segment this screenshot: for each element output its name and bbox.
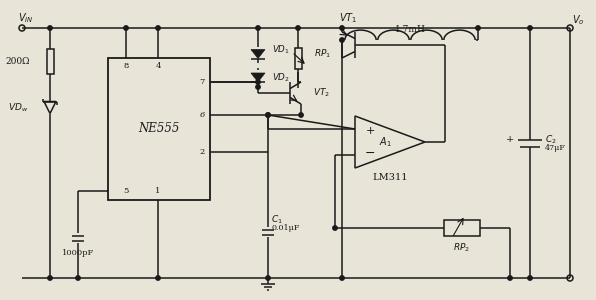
Bar (444, 220, 480, 236)
Text: $VT_2$: $VT_2$ (313, 87, 330, 99)
Circle shape (124, 26, 128, 30)
Circle shape (256, 85, 260, 89)
Circle shape (296, 26, 300, 30)
Bar (108, 58, 210, 200)
Circle shape (256, 26, 260, 30)
Circle shape (508, 276, 512, 280)
Text: 5: 5 (123, 187, 129, 195)
Text: +: + (366, 126, 375, 136)
Circle shape (266, 276, 270, 280)
Circle shape (48, 26, 52, 30)
Circle shape (156, 26, 160, 30)
Text: $VT_1$: $VT_1$ (339, 11, 358, 25)
Circle shape (340, 26, 344, 30)
Text: 6: 6 (199, 111, 204, 119)
Circle shape (340, 276, 344, 280)
Text: +: + (506, 136, 514, 145)
Circle shape (340, 38, 344, 42)
Text: $RP_1$: $RP_1$ (314, 48, 331, 60)
Text: 2: 2 (200, 148, 204, 156)
Text: $RP_2$: $RP_2$ (454, 242, 471, 254)
Text: 1: 1 (156, 187, 161, 195)
Circle shape (528, 276, 532, 280)
Circle shape (48, 276, 52, 280)
Circle shape (256, 80, 260, 84)
Text: −: − (365, 147, 375, 160)
Text: 4: 4 (155, 62, 161, 70)
Text: $VD_w$: $VD_w$ (8, 101, 28, 114)
Circle shape (266, 113, 270, 117)
Text: $VD_2$: $VD_2$ (272, 71, 290, 84)
Circle shape (333, 226, 337, 230)
Circle shape (156, 276, 160, 280)
Text: 1.7mH: 1.7mH (395, 26, 426, 34)
Bar (46, 49, 54, 74)
Text: $A_1$: $A_1$ (378, 135, 392, 149)
Circle shape (476, 26, 480, 30)
Text: $VD_1$: $VD_1$ (272, 44, 290, 56)
Text: $V_o$: $V_o$ (572, 13, 585, 27)
Text: 8: 8 (123, 62, 129, 70)
Text: 7: 7 (199, 78, 204, 86)
Circle shape (76, 276, 80, 280)
Circle shape (266, 113, 270, 117)
Text: 0.01μF: 0.01μF (271, 224, 299, 232)
Text: 1000pF: 1000pF (62, 249, 94, 257)
Text: LM311: LM311 (372, 173, 408, 182)
Circle shape (528, 26, 532, 30)
Text: $C_1$: $C_1$ (271, 214, 283, 226)
Text: NE555: NE555 (138, 122, 179, 136)
Polygon shape (251, 73, 265, 82)
Text: $C_2$: $C_2$ (545, 134, 557, 146)
Circle shape (299, 113, 303, 117)
Polygon shape (251, 50, 265, 58)
Text: 200Ω: 200Ω (5, 57, 30, 66)
Text: $V_{IN}$: $V_{IN}$ (18, 11, 33, 25)
Text: 47μF: 47μF (545, 144, 566, 152)
Bar (294, 48, 302, 69)
